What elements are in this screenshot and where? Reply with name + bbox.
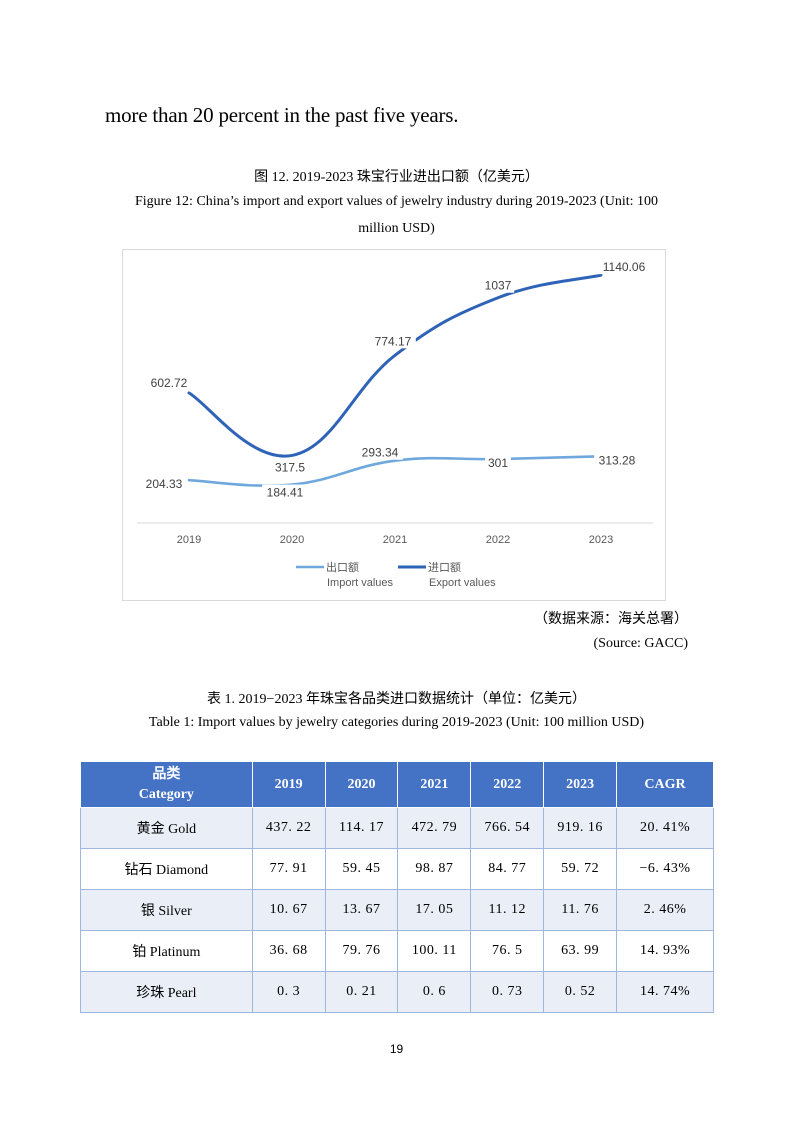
legend-label-en: Export values: [429, 577, 496, 589]
table-cell: −6. 43%: [616, 848, 714, 890]
table-cell: 13. 67: [324, 889, 399, 931]
data-label-bg: [594, 452, 640, 468]
x-tick-label: 2022: [486, 534, 510, 546]
jewelry-import-table: 品类 Category 2019 2020 2021 2022 2023 CAG…: [80, 761, 714, 1013]
table-row: 黄金 Gold 437. 22 114. 17 472. 79 766. 54 …: [80, 807, 714, 849]
data-label-bg: [146, 374, 192, 390]
table-cell: 98. 87: [397, 848, 472, 890]
data-label: 313.28: [599, 453, 636, 467]
data-label-bg: [262, 484, 308, 500]
row-category: 铂 Platinum: [80, 930, 253, 972]
table-cell: 0. 73: [470, 971, 545, 1013]
table-cell: 0. 21: [324, 971, 399, 1013]
table-cell: 100. 11: [397, 930, 472, 972]
table-cell: 472. 79: [397, 807, 472, 849]
source-note-cn: （数据来源：海关总署）: [534, 612, 688, 627]
x-tick-label: 2019: [177, 534, 201, 546]
table-cell: 919. 16: [543, 807, 618, 849]
line-chart: 2019 2020 2021 2022 2023 204.33 184.41 293.34 30…: [137, 259, 653, 589]
figure-caption-en-continued: million USD): [358, 221, 435, 236]
table-cell: 10. 67: [251, 889, 326, 931]
row-category: 黄金 Gold: [80, 807, 253, 849]
x-tick-label: 2023: [589, 534, 613, 546]
table-caption-cn: 表 1. 2019−2023 年珠宝各品类进口数据统计（单位：亿美元）: [207, 692, 586, 707]
page-number: 19: [389, 1042, 404, 1056]
table-cell: 76. 5: [470, 930, 545, 972]
table-row: 铂 Platinum 36. 68 79. 76 100. 11 76. 5 6…: [80, 930, 714, 972]
table-cell: 437. 22: [251, 807, 326, 849]
x-tick-label: 2020: [280, 534, 304, 546]
table-cell: 59. 72: [543, 848, 618, 890]
data-label-bg: [357, 444, 403, 460]
table-cell: 59. 45: [324, 848, 399, 890]
series-line-import-values: [187, 455, 603, 487]
figure-caption-cn: 图 12. 2019-2023 珠宝行业进出口额（亿美元）: [254, 170, 539, 185]
header-2020: 2020: [324, 761, 399, 808]
data-label: 301: [488, 456, 508, 470]
data-label-bg: [481, 277, 515, 293]
data-label-bg: [270, 459, 310, 475]
header-category-cn: 品类: [152, 766, 181, 782]
table-cell: 79. 76: [324, 930, 399, 972]
data-label-bg: [141, 476, 187, 492]
header-2021: 2021: [397, 761, 472, 808]
x-tick-label: 2021: [383, 534, 407, 546]
table-cell: 11. 12: [470, 889, 545, 931]
table-caption-en: Table 1: Import values by jewelry catego…: [148, 715, 645, 730]
legend-label-en: Import values: [327, 577, 394, 589]
data-label: 317.5: [275, 460, 305, 474]
data-label: 1037: [485, 279, 512, 293]
legend-label-cn: 进口额: [428, 561, 461, 574]
table-cell: 0. 6: [397, 971, 472, 1013]
data-label: 774.17: [375, 334, 412, 348]
table-cell: 36. 68: [251, 930, 326, 972]
header-2023: 2023: [543, 761, 618, 808]
series-line-export-values: [187, 273, 603, 458]
data-label: 184.41: [267, 486, 304, 500]
data-label: 293.34: [362, 446, 399, 460]
table-cell: 2. 46%: [616, 889, 714, 931]
body-paragraph: more than 20 percent in the past five ye…: [105, 103, 459, 127]
table-row: 珍珠 Pearl 0. 3 0. 21 0. 6 0. 73 0. 52 14.…: [80, 971, 714, 1013]
header-2022: 2022: [470, 761, 545, 808]
table-cell: 17. 05: [397, 889, 472, 931]
data-label: 602.72: [151, 376, 188, 390]
table-cell: 84. 77: [470, 848, 545, 890]
data-label: 204.33: [146, 477, 183, 491]
table-cell: 77. 91: [251, 848, 326, 890]
row-category: 钻石 Diamond: [80, 848, 253, 890]
header-cagr: CAGR: [616, 761, 714, 808]
figure-caption-en: Figure 12: China’s import and export val…: [135, 194, 658, 209]
data-label-bg: [370, 333, 416, 349]
chart-frame: 2019 2020 2021 2022 2023 204.33 184.41 293.34 30…: [122, 249, 666, 601]
table-cell: 766. 54: [470, 807, 545, 849]
legend-label-cn: 出口额: [326, 560, 359, 574]
table-cell: 14. 93%: [616, 930, 714, 972]
table-cell: 63. 99: [543, 930, 618, 972]
header-category-en: Category: [138, 786, 194, 802]
table-cell: 11. 76: [543, 889, 618, 931]
row-category: 银 Silver: [80, 889, 253, 931]
data-label-bg: [597, 259, 651, 275]
table-row: 银 Silver 10. 67 13. 67 17. 05 11. 12 11.…: [80, 889, 714, 931]
data-label: 1140.06: [603, 260, 646, 274]
data-label-bg: [485, 455, 511, 471]
table-cell: 114. 17: [324, 807, 399, 849]
table-cell: 14. 74%: [616, 971, 714, 1013]
table-cell: 20. 41%: [616, 807, 714, 849]
table-cell: 0. 52: [543, 971, 618, 1013]
table-row: 钻石 Diamond 77. 91 59. 45 98. 87 84. 77 5…: [80, 848, 714, 890]
header-2019: 2019: [251, 761, 326, 808]
table-header-row: 品类 Category 2019 2020 2021 2022 2023 CAG…: [80, 761, 714, 808]
source-note-en: (Source: GACC): [593, 636, 689, 651]
table-cell: 0. 3: [251, 971, 326, 1013]
header-category: 品类 Category: [80, 761, 253, 808]
row-category: 珍珠 Pearl: [80, 971, 253, 1013]
